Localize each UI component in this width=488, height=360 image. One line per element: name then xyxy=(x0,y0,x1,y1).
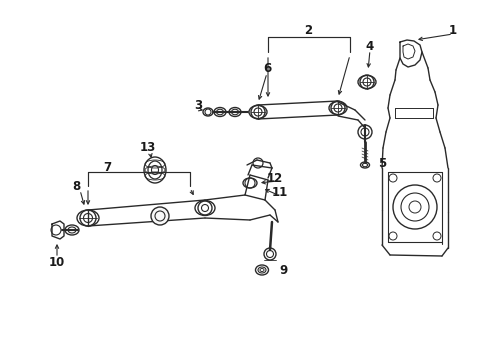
Text: 13: 13 xyxy=(140,140,156,153)
Text: 2: 2 xyxy=(304,23,311,36)
Text: 9: 9 xyxy=(278,265,286,278)
Text: 11: 11 xyxy=(271,185,287,198)
Text: 1: 1 xyxy=(448,23,456,36)
Text: 4: 4 xyxy=(365,40,373,53)
Text: 5: 5 xyxy=(377,157,386,170)
Circle shape xyxy=(151,207,169,225)
Text: 10: 10 xyxy=(49,256,65,270)
Text: 8: 8 xyxy=(72,180,80,193)
Text: 6: 6 xyxy=(263,62,270,75)
Text: 3: 3 xyxy=(194,99,202,112)
Text: 12: 12 xyxy=(266,171,283,185)
Text: 7: 7 xyxy=(103,161,111,174)
